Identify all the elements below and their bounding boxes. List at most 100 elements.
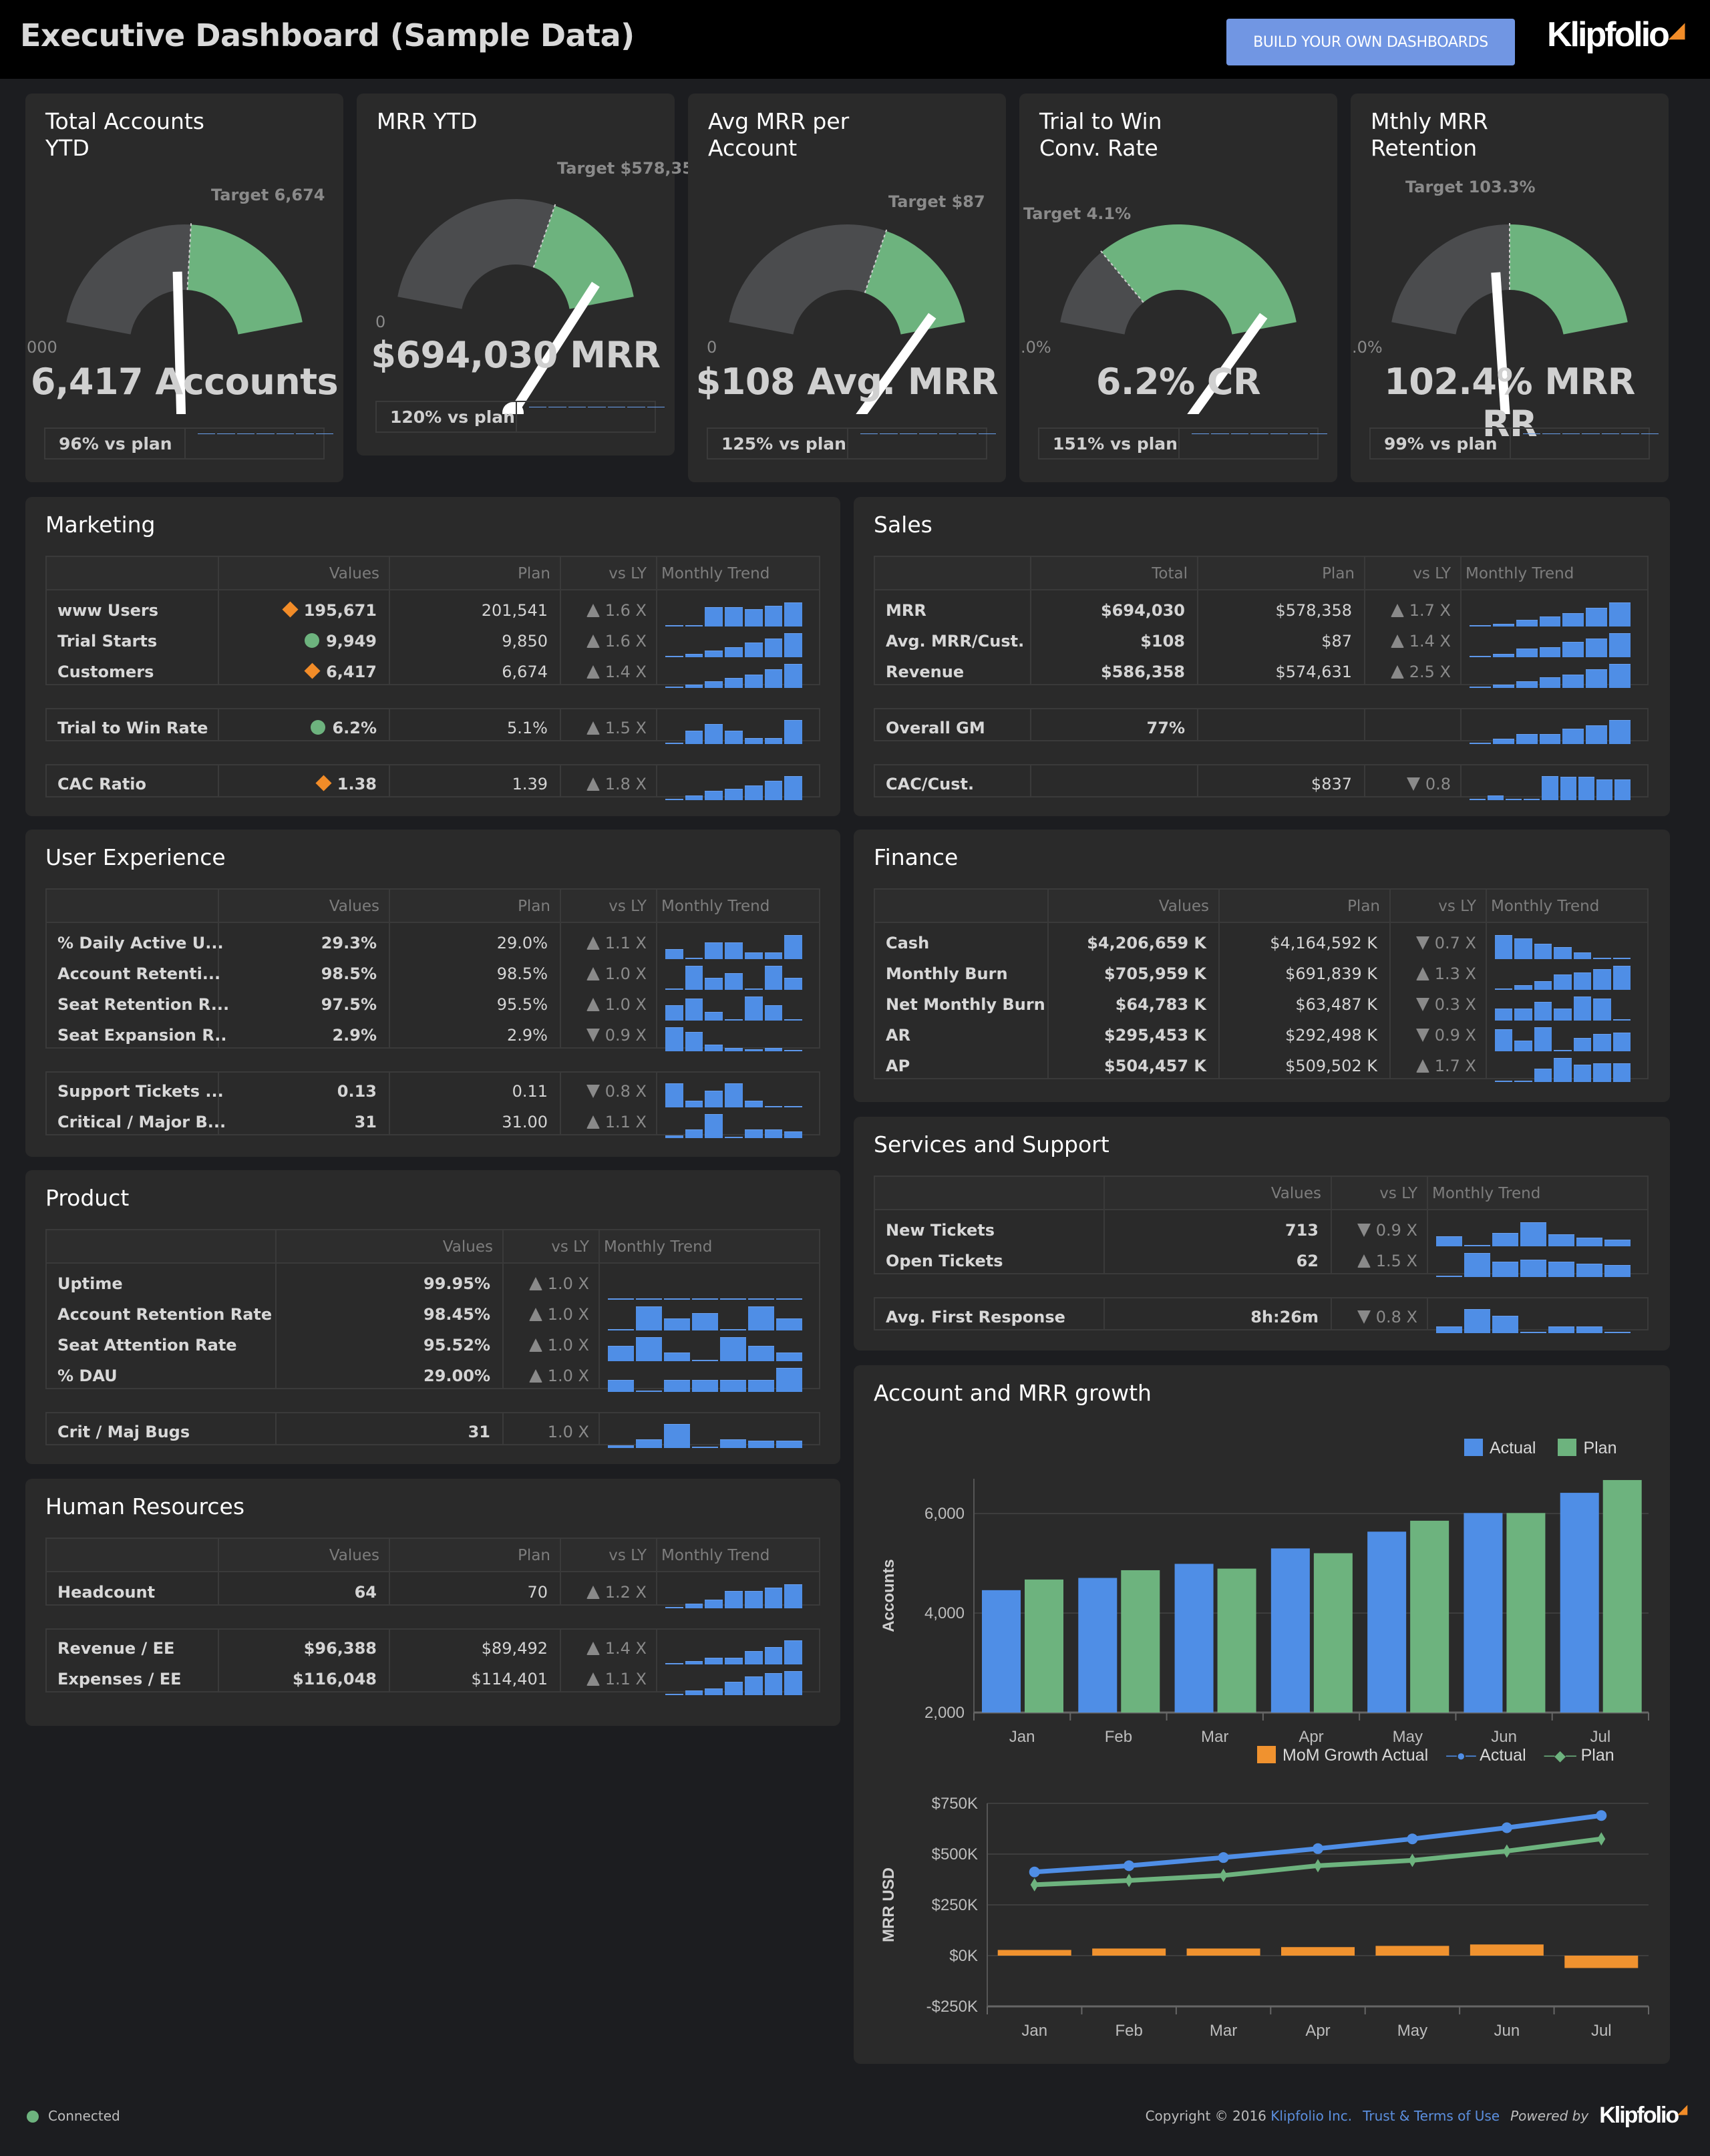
table-row[interactable]: Uptime 99.95% 1.0 X xyxy=(47,1274,819,1305)
bar-actual[interactable] xyxy=(1464,1513,1503,1713)
legend-item-plan[interactable]: ─◆─ Plan xyxy=(1544,1746,1614,1765)
gauge-tile[interactable]: MRR YTD 0 Target $578,35 $694,030 MRR 120% v… xyxy=(357,94,693,456)
column-header[interactable]: Monthly Trend xyxy=(661,565,770,582)
table-row[interactable]: Trial Starts 9,949 9,850 1.6 X xyxy=(47,632,819,663)
bar-plan[interactable] xyxy=(1025,1579,1063,1713)
table-row[interactable]: Crit / Maj Bugs 31 1.0 X xyxy=(47,1423,819,1453)
table-row[interactable]: Critical / Major B... 31 31.00 1.1 X xyxy=(47,1113,819,1143)
point-actual[interactable] xyxy=(1501,1822,1512,1833)
column-header[interactable]: Monthly Trend xyxy=(661,898,770,915)
column-header[interactable]: Total xyxy=(1152,565,1188,582)
table-row[interactable]: Customers 6,417 6,674 1.4 X xyxy=(47,663,819,693)
point-actual[interactable] xyxy=(1407,1833,1418,1845)
point-plan[interactable] xyxy=(1219,1868,1228,1882)
point-actual[interactable] xyxy=(1029,1866,1040,1877)
table-row[interactable]: Overall GM 77% xyxy=(875,719,1647,749)
bar-actual[interactable] xyxy=(1174,1564,1214,1713)
column-header[interactable]: Plan xyxy=(1322,565,1355,582)
klipfolio-logo[interactable]: Klipfolio◢ xyxy=(1547,15,1685,55)
column-header[interactable]: vs LY xyxy=(1413,565,1451,582)
table-row[interactable]: Account Retention Rate 98.45% 1.0 X xyxy=(47,1305,819,1336)
point-plan[interactable] xyxy=(1408,1853,1417,1867)
legend-item-actual[interactable]: ─●─ Actual xyxy=(1446,1746,1526,1765)
table-row[interactable]: % Daily Active U... 29.3% 29.0% 1.1 X xyxy=(47,934,819,964)
bar-actual[interactable] xyxy=(1270,1548,1310,1713)
table-row[interactable]: Revenue / EE $96,388 $89,492 1.4 X xyxy=(47,1639,819,1670)
column-header[interactable]: vs LY xyxy=(609,1547,647,1564)
bar-mom-growth[interactable] xyxy=(1375,1946,1449,1956)
bar-mom-growth[interactable] xyxy=(1470,1944,1544,1956)
point-actual[interactable] xyxy=(1218,1852,1229,1863)
legend-item-plan[interactable]: Plan xyxy=(1558,1439,1616,1457)
table-row[interactable]: AR $295,453 K $292,498 K 0.9 X xyxy=(875,1026,1647,1057)
point-plan[interactable] xyxy=(1125,1873,1134,1888)
column-header[interactable]: vs LY xyxy=(609,898,647,915)
column-header[interactable]: Monthly Trend xyxy=(604,1238,713,1256)
point-actual[interactable] xyxy=(1124,1860,1135,1871)
table-row[interactable]: AP $504,457 K $509,502 K 1.7 X xyxy=(875,1057,1647,1087)
table-row[interactable]: Seat Attention Rate 95.52% 1.0 X xyxy=(47,1336,819,1367)
table-row[interactable]: CAC Ratio 1.38 1.39 1.8 X xyxy=(47,775,819,805)
legend-item-mom-growth[interactable]: MoM Growth Actual xyxy=(1257,1746,1428,1765)
footer-logo[interactable]: Klipfolio◢ xyxy=(1599,2103,1687,2129)
gauge-tile[interactable]: Total Accounts YTD 000 Target 6,674 6,417 Ac… xyxy=(25,94,343,482)
table-row[interactable]: www Users 195,671 201,541 1.6 X xyxy=(47,601,819,632)
bar-mom-growth[interactable] xyxy=(1186,1948,1260,1956)
column-header[interactable]: Values xyxy=(329,1547,379,1564)
table-row[interactable]: Seat Retention R... 97.5% 95.5% 1.0 X xyxy=(47,995,819,1026)
bar-actual[interactable] xyxy=(982,1590,1021,1713)
gauge-tile[interactable]: Trial to Win Conv. Rate .0% Target 4.1% 6.2%… xyxy=(1019,94,1337,482)
point-plan[interactable] xyxy=(1030,1877,1039,1892)
table-row[interactable]: Seat Expansion R.. 2.9% 2.9% 0.9 X xyxy=(47,1026,819,1057)
column-header[interactable]: Plan xyxy=(518,898,550,915)
table-row[interactable]: Headcount 64 70 1.2 X xyxy=(47,1583,819,1614)
point-plan[interactable] xyxy=(1597,1832,1606,1846)
column-header[interactable]: Values xyxy=(329,565,379,582)
column-header[interactable]: Values xyxy=(1158,898,1209,915)
gauge-tile[interactable]: Mthly MRR Retention .0% Target 103.3% 102.4%… xyxy=(1351,94,1669,482)
table-row[interactable]: Net Monthly Burn $64,783 K $63,487 K 0.3 X xyxy=(875,995,1647,1026)
bar-plan[interactable] xyxy=(1410,1520,1449,1713)
table-row[interactable]: Trial to Win Rate 6.2% 5.1% 1.5 X xyxy=(47,719,819,749)
point-actual[interactable] xyxy=(1313,1843,1323,1854)
bar-plan[interactable] xyxy=(1121,1570,1160,1713)
bar-actual[interactable] xyxy=(1367,1532,1407,1713)
column-header[interactable]: Monthly Trend xyxy=(1432,1185,1541,1202)
legend-item-actual[interactable]: Actual xyxy=(1464,1439,1536,1457)
column-header[interactable]: vs LY xyxy=(1379,1185,1417,1202)
column-header[interactable]: Plan xyxy=(1347,898,1380,915)
point-plan[interactable] xyxy=(1502,1844,1511,1858)
bar-mom-growth[interactable] xyxy=(1092,1948,1166,1956)
table-row[interactable]: CAC/Cust. $837 0.8 xyxy=(875,775,1647,805)
table-row[interactable]: Monthly Burn $705,959 K $691,839 K 1.3 X xyxy=(875,964,1647,995)
table-row[interactable]: Revenue $586,358 $574,631 2.5 X xyxy=(875,663,1647,693)
bar-plan[interactable] xyxy=(1602,1479,1642,1713)
company-link[interactable]: Klipfolio Inc. xyxy=(1270,2107,1353,2124)
table-row[interactable]: Account Retenti... 98.5% 98.5% 1.0 X xyxy=(47,964,819,995)
column-header[interactable]: vs LY xyxy=(609,565,647,582)
gauge-tile[interactable]: Avg MRR per Account 0 Target $87 $108 Avg. M… xyxy=(688,94,1006,482)
column-header[interactable]: Plan xyxy=(518,565,550,582)
table-row[interactable]: Avg. First Response 8h:26m 0.8 X xyxy=(875,1308,1647,1338)
table-row[interactable]: Avg. MRR/Cust. $108 $87 1.4 X xyxy=(875,632,1647,663)
build-dashboards-button[interactable]: BUILD YOUR OWN DASHBOARDS xyxy=(1226,19,1515,65)
bar-plan[interactable] xyxy=(1313,1553,1353,1713)
bar-plan[interactable] xyxy=(1217,1568,1256,1713)
bar-mom-growth[interactable] xyxy=(997,1950,1071,1956)
bar-plan[interactable] xyxy=(1506,1513,1546,1713)
column-header[interactable]: Plan xyxy=(518,1547,550,1564)
table-row[interactable]: % DAU 29.00% 1.0 X xyxy=(47,1367,819,1397)
bar-mom-growth[interactable] xyxy=(1281,1947,1355,1956)
table-row[interactable]: Cash $4,206,659 K $4,164,592 K 0.7 X xyxy=(875,934,1647,964)
bar-actual[interactable] xyxy=(1078,1578,1118,1713)
column-header[interactable]: vs LY xyxy=(1438,898,1476,915)
column-header[interactable]: Values xyxy=(1270,1185,1321,1202)
column-header[interactable]: Monthly Trend xyxy=(1466,565,1574,582)
terms-link[interactable]: Trust & Terms of Use xyxy=(1363,2107,1500,2124)
table-row[interactable]: MRR $694,030 $578,358 1.7 X xyxy=(875,601,1647,632)
bar-actual[interactable] xyxy=(1560,1493,1599,1713)
point-plan[interactable] xyxy=(1314,1859,1322,1873)
column-header[interactable]: Values xyxy=(329,898,379,915)
table-row[interactable]: Support Tickets ... 0.13 0.11 0.8 X xyxy=(47,1082,819,1113)
bar-mom-growth[interactable] xyxy=(1564,1956,1639,1968)
